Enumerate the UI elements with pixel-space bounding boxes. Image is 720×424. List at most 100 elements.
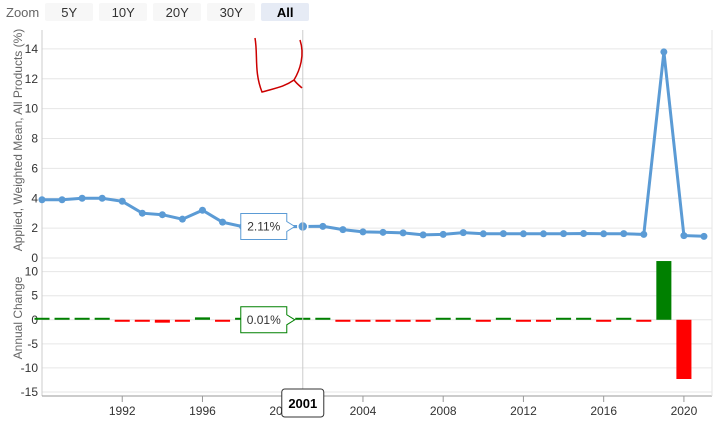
- bottom-y-tick-label: -10: [21, 361, 39, 375]
- series-point: [459, 229, 467, 237]
- x-tick-label: 2008: [430, 404, 457, 418]
- x-tick-labels: 19921996200020042008201220162020: [109, 404, 698, 418]
- annual-change-bar: [475, 319, 491, 322]
- series-point: [78, 194, 86, 202]
- series-point: [620, 230, 628, 238]
- crosshair-label-box: [281, 388, 325, 418]
- annual-change-bar: [215, 319, 231, 322]
- annual-change-bar: [355, 319, 371, 322]
- bottom-y-tick-label: 5: [31, 289, 38, 303]
- series-point: [219, 218, 227, 226]
- series-point: [98, 194, 106, 202]
- annual-change-bar: [154, 319, 170, 323]
- annual-change-bar: [174, 319, 190, 322]
- handwritten-annotation: [254, 37, 303, 93]
- series-point: [439, 230, 447, 238]
- annual-change-bar: [676, 319, 692, 379]
- series-line: [42, 51, 705, 238]
- series-point: [700, 232, 708, 240]
- tooltips: 2.11% 0.01%: [240, 212, 296, 334]
- annual-change-bar: [34, 317, 50, 320]
- zoom-5y-button[interactable]: 5Y: [45, 3, 94, 21]
- top-y-tick-label: 0: [31, 251, 38, 265]
- top-y-axis-label: Applied, Weighted Mean, All Products (%): [11, 29, 25, 252]
- zoom-10y-button[interactable]: 10Y: [99, 3, 148, 21]
- series-point: [539, 230, 547, 238]
- annual-change-bar: [656, 261, 672, 320]
- series-point: [118, 197, 126, 205]
- zoom-all-button[interactable]: All: [261, 3, 310, 21]
- series-point: [560, 230, 568, 238]
- top-y-tick-label: 6: [31, 161, 38, 175]
- top-y-tick-label: 8: [31, 132, 38, 146]
- series-point: [479, 230, 487, 238]
- series-point: [399, 229, 407, 237]
- top-y-tick-label: 12: [25, 72, 39, 86]
- annual-change-bar: [335, 319, 351, 322]
- annual-change-bar: [535, 319, 552, 322]
- annual-change-bar: [415, 319, 431, 322]
- annual-change-bar: [515, 319, 531, 322]
- x-tick-label: 2004: [350, 404, 377, 418]
- series-point: [519, 230, 527, 238]
- series-points: [38, 48, 708, 240]
- bottom-y-tick-label: -15: [21, 385, 39, 399]
- top-y-tick-label: 2: [31, 221, 38, 235]
- bottom-y-tick-label: 10: [25, 265, 39, 279]
- annual-change-bar: [576, 317, 592, 320]
- series-point: [660, 48, 668, 56]
- x-tick-label: 1996: [189, 404, 216, 418]
- annual-change-bar: [455, 317, 471, 320]
- annual-change-bar: [556, 317, 572, 320]
- series-point: [339, 226, 347, 234]
- annual-change-bar: [636, 319, 652, 322]
- x-tick-label: 2012: [510, 404, 537, 418]
- series-point: [379, 228, 387, 236]
- annual-change-bar: [616, 317, 632, 320]
- series-point: [640, 230, 648, 238]
- series-point: [38, 196, 46, 204]
- series-point: [319, 222, 327, 230]
- annual-change-bar: [54, 317, 70, 320]
- series-point: [419, 231, 427, 239]
- top-y-tick-label: 4: [31, 191, 38, 205]
- crosshair: 2001: [281, 30, 325, 418]
- top-y-tick-label: 14: [25, 42, 39, 56]
- annual-change-bar: [435, 317, 451, 320]
- series-point: [198, 206, 206, 214]
- series-point: [138, 209, 146, 217]
- x-tick-label: 1992: [109, 404, 136, 418]
- annual-change-bar: [375, 319, 391, 322]
- top-y-tick-label: 10: [25, 102, 39, 116]
- series-point: [600, 230, 608, 238]
- bottom-y-tick-label: -5: [27, 337, 38, 351]
- line-tooltip-box: [240, 212, 296, 240]
- zoom-label: Zoom: [6, 4, 40, 20]
- x-tick-label: 2020: [671, 404, 698, 418]
- zoom-30y-button[interactable]: 30Y: [207, 3, 256, 21]
- zoom-bar: Zoom 5Y 10Y 20Y 30Y All: [6, 2, 315, 22]
- series-point: [680, 232, 688, 240]
- annual-change-bar: [194, 317, 211, 320]
- bar-tooltip-text: 0.01%: [247, 313, 281, 327]
- annual-change-bar: [315, 317, 331, 320]
- series-point: [158, 211, 166, 219]
- bar-tooltip-box: [240, 306, 296, 334]
- annual-change-bar: [114, 319, 130, 322]
- line-tooltip-text: 2.11%: [247, 219, 280, 233]
- annual-change-bar: [74, 317, 90, 320]
- crosshair-label-text: 2001: [288, 396, 317, 411]
- annual-change-bar: [395, 319, 411, 322]
- gridlines: [42, 48, 712, 393]
- bottom-y-axis-label: Annual Change: [11, 276, 25, 359]
- series-point: [58, 196, 66, 204]
- zoom-20y-button[interactable]: 20Y: [153, 3, 202, 21]
- annual-change-bar: [495, 317, 511, 320]
- annual-change-bar: [596, 319, 612, 322]
- annual-change-bar: [134, 319, 150, 322]
- annual-change-bar: [94, 317, 110, 320]
- series-point: [359, 228, 367, 236]
- series-point: [499, 230, 507, 238]
- series-point: [580, 230, 588, 238]
